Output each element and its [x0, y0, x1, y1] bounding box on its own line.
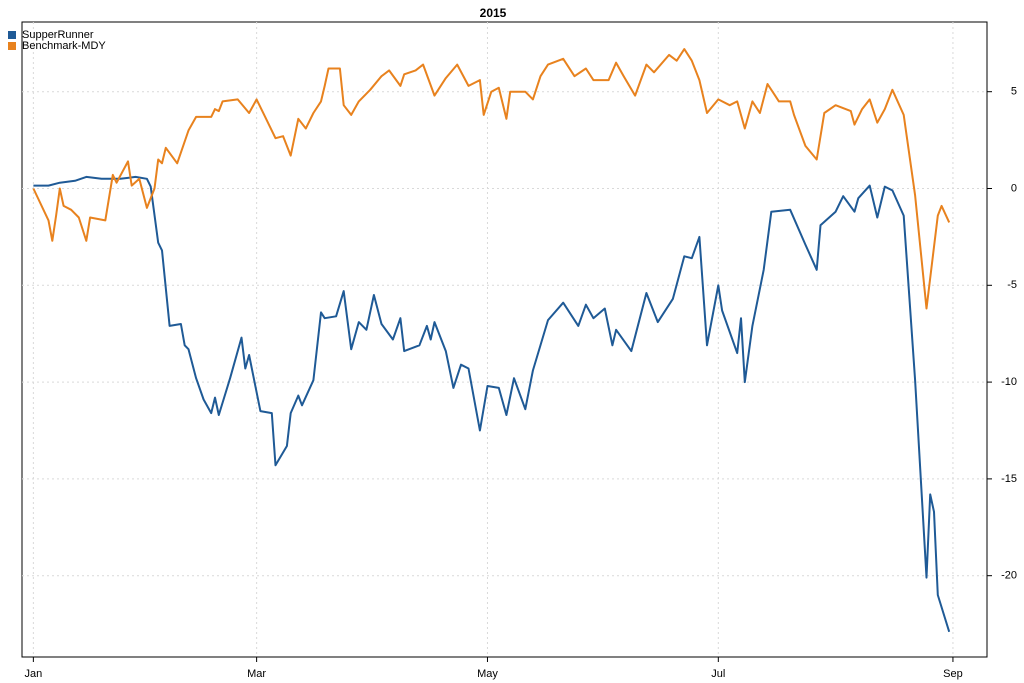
x-tick-label: Sep: [943, 668, 963, 680]
plot-frame: [21, 21, 988, 658]
y-tick-label: -10: [1001, 376, 1017, 388]
legend-label: Benchmark-MDY: [22, 40, 106, 52]
y-tick-label: 0: [1011, 182, 1017, 194]
x-tick-label: Jan: [24, 668, 42, 680]
legend-swatch: [8, 42, 16, 50]
series-line: [32, 48, 951, 310]
series-line: [33, 175, 951, 633]
legend-swatch: [8, 31, 16, 39]
y-tick-label: -5: [1007, 279, 1017, 291]
y-tick-label: -15: [1001, 473, 1017, 485]
y-tick-label: 5: [1011, 86, 1017, 98]
x-tick-label: May: [477, 668, 498, 680]
y-tick-label: -20: [1001, 570, 1017, 582]
legend-label: SupperRunner: [22, 29, 94, 41]
chart-title: 2015: [480, 6, 507, 20]
x-tick-label: Mar: [247, 668, 266, 680]
x-tick-label: Jul: [711, 668, 725, 680]
